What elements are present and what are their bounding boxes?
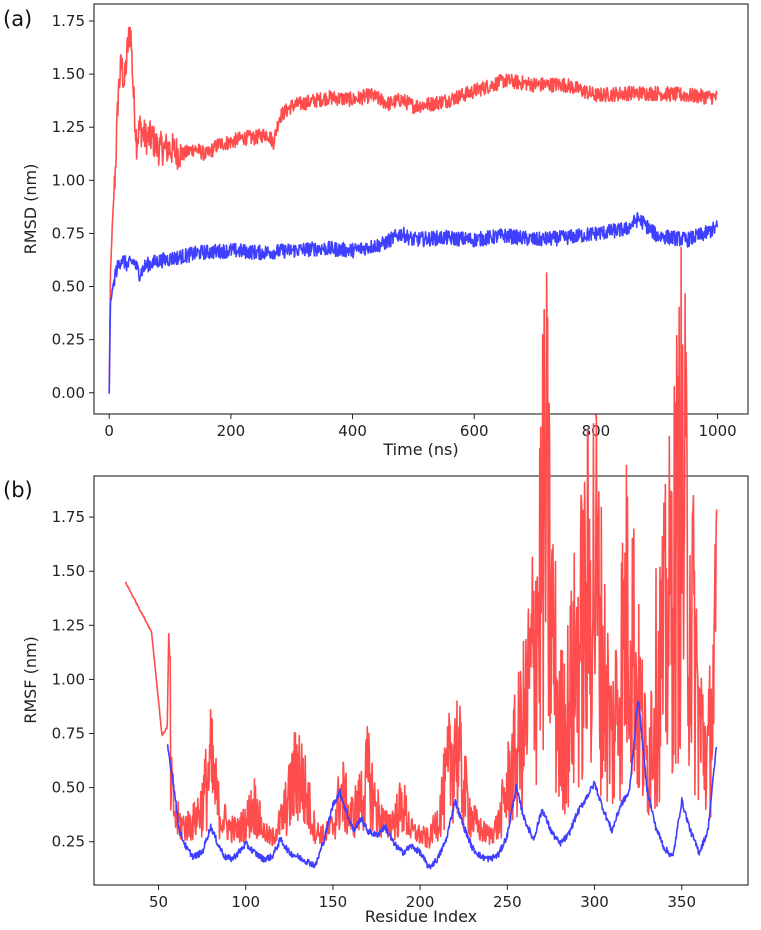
y-tick-label: 1.25 — [52, 118, 85, 136]
rmsd-panel: (a) 0 200 400 600 800 1000 0.000.250.500.751.… — [3, 3, 749, 459]
y-tick-label: 0.50 — [52, 779, 85, 797]
rmsf-series-lines — [124, 246, 718, 870]
panel-label-b: (b) — [3, 478, 33, 502]
x-tick-label: 250 — [493, 893, 522, 911]
series-line-1 — [108, 26, 718, 393]
y-tick-label: 0.25 — [52, 833, 85, 851]
y-tick-label: 0.50 — [52, 278, 85, 296]
series-line-2 — [108, 212, 719, 394]
y-tick-label: 1.25 — [52, 616, 85, 634]
y-tick-label: 1.75 — [52, 12, 85, 30]
y-tick-label: 1.50 — [52, 65, 85, 83]
rmsd-x-axis-label: Time (ns) — [382, 440, 458, 459]
x-tick-label: 300 — [580, 893, 609, 911]
x-tick-label: 1000 — [698, 422, 736, 440]
rmsf-plot-frame — [93, 475, 749, 886]
x-tick-label: 100 — [231, 893, 260, 911]
y-tick-label: 1.50 — [52, 562, 85, 580]
x-tick-label: 350 — [667, 893, 696, 911]
rmsf-x-axis-label: Residue Index — [365, 907, 477, 926]
series-line-1 — [124, 246, 718, 849]
rmsd-x-ticks: 0 200 400 600 800 1000 — [104, 414, 737, 440]
panel-label-a: (a) — [3, 7, 32, 31]
x-tick-label: 0 — [104, 422, 114, 440]
rmsf-y-ticks: 0.25 0.50 0.75 1.00 1.25 1.50 1.75 — [52, 508, 94, 851]
y-tick-label: 1.75 — [52, 508, 85, 526]
rmsf-x-ticks: 50 100 150 200 250 300 350 — [149, 885, 696, 911]
x-tick-label: 400 — [338, 422, 367, 440]
series-line-2 — [166, 701, 718, 870]
y-tick-label: 1.00 — [52, 171, 85, 189]
y-tick-label: 0.75 — [52, 224, 85, 242]
y-tick-label: 0.25 — [52, 331, 85, 349]
rmsd-plot-frame — [93, 3, 749, 415]
y-tick-label: 0.75 — [52, 725, 85, 743]
rmsf-y-axis-label: RMSF (nm) — [21, 636, 40, 724]
rmsd-series-lines — [108, 26, 719, 394]
rmsd-y-axis-label: RMSD (nm) — [21, 164, 40, 255]
x-tick-label: 50 — [149, 893, 168, 911]
y-tick-label: 1.00 — [52, 670, 85, 688]
rmsd-y-ticks: 0.00 0.25 0.50 0.75 1.00 1.25 1.50 1.75 — [52, 12, 94, 402]
x-tick-label: 200 — [217, 422, 246, 440]
x-tick-label: 150 — [319, 893, 348, 911]
y-tick-label: 0.00 — [52, 384, 85, 402]
x-tick-label: 600 — [460, 422, 489, 440]
rmsf-panel: (b) 50 100 150 200 250 300 350 0.25 0.50 0.75 1.0… — [3, 246, 749, 926]
x-tick-label: 200 — [406, 893, 435, 911]
